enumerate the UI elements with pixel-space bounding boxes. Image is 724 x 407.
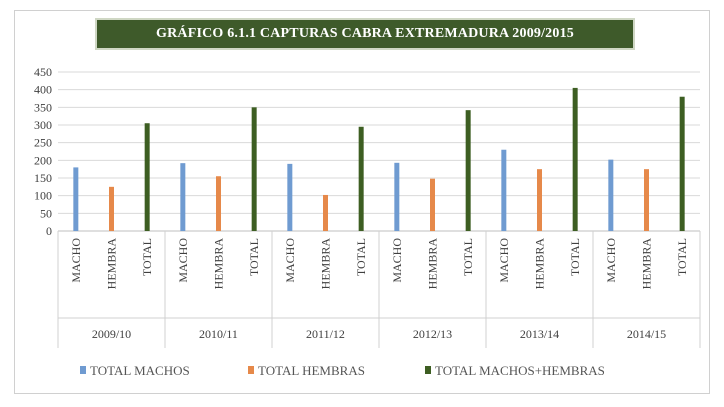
x-group-label: 2013/14 xyxy=(520,327,559,341)
y-tick-label: 0 xyxy=(46,224,52,238)
x-category-label: MACHO xyxy=(390,238,404,283)
y-tick-label: 300 xyxy=(34,118,52,132)
x-category-label: TOTAL xyxy=(461,238,475,276)
bar xyxy=(394,162,400,231)
bar xyxy=(73,167,79,231)
bar xyxy=(144,123,150,231)
x-category-label: HEMBRA xyxy=(105,238,119,290)
bar xyxy=(679,96,685,231)
legend-swatch xyxy=(248,366,254,374)
x-category-label: HEMBRA xyxy=(533,238,547,290)
x-category-label: HEMBRA xyxy=(426,238,440,290)
x-category-label: TOTAL xyxy=(354,238,368,276)
bar xyxy=(501,149,507,231)
bar xyxy=(644,169,649,231)
bar xyxy=(109,186,114,231)
x-category-label: TOTAL xyxy=(675,238,689,276)
legend-swatch xyxy=(425,366,431,374)
y-tick-label: 150 xyxy=(34,171,52,185)
bar xyxy=(465,110,471,231)
y-tick-label: 400 xyxy=(34,83,52,97)
legend-label: TOTAL MACHOS xyxy=(90,363,190,378)
x-category-label: TOTAL xyxy=(247,238,261,276)
bar xyxy=(323,194,328,231)
bar xyxy=(608,159,614,231)
x-category-label: MACHO xyxy=(176,238,190,283)
x-group-label: 2012/13 xyxy=(413,327,452,341)
legend-label: TOTAL HEMBRAS xyxy=(258,363,365,378)
x-category-label: HEMBRA xyxy=(640,238,654,290)
y-tick-label: 450 xyxy=(34,65,52,79)
legend-label: TOTAL MACHOS+HEMBRAS xyxy=(435,363,605,378)
bar xyxy=(216,176,221,231)
bar xyxy=(358,126,364,231)
y-tick-label: 50 xyxy=(40,206,52,220)
x-category-label: HEMBRA xyxy=(212,238,226,290)
y-tick-label: 250 xyxy=(34,136,52,150)
x-category-label: MACHO xyxy=(604,238,618,283)
x-category-label: HEMBRA xyxy=(319,238,333,290)
x-category-label: MACHO xyxy=(69,238,83,283)
bar xyxy=(572,87,578,232)
x-group-label: 2010/11 xyxy=(199,327,238,341)
bar xyxy=(537,169,542,231)
x-category-label: TOTAL xyxy=(140,238,154,276)
bar xyxy=(287,163,293,231)
x-group-label: 2014/15 xyxy=(627,327,666,341)
x-category-label: MACHO xyxy=(283,238,297,283)
bar xyxy=(180,163,186,231)
x-category-label: MACHO xyxy=(497,238,511,283)
x-group-label: 2009/10 xyxy=(92,327,131,341)
y-tick-label: 200 xyxy=(34,153,52,167)
bar xyxy=(430,178,435,231)
x-category-label: TOTAL xyxy=(568,238,582,276)
y-tick-label: 350 xyxy=(34,100,52,114)
legend-swatch xyxy=(80,366,86,374)
x-group-label: 2011/12 xyxy=(306,327,345,341)
chart-title: GRÁFICO 6.1.1 CAPTURAS CABRA EXTREMADURA… xyxy=(156,26,574,41)
bar xyxy=(251,107,257,231)
chart-title-box: GRÁFICO 6.1.1 CAPTURAS CABRA EXTREMADURA… xyxy=(95,18,635,50)
y-tick-label: 100 xyxy=(34,189,52,203)
